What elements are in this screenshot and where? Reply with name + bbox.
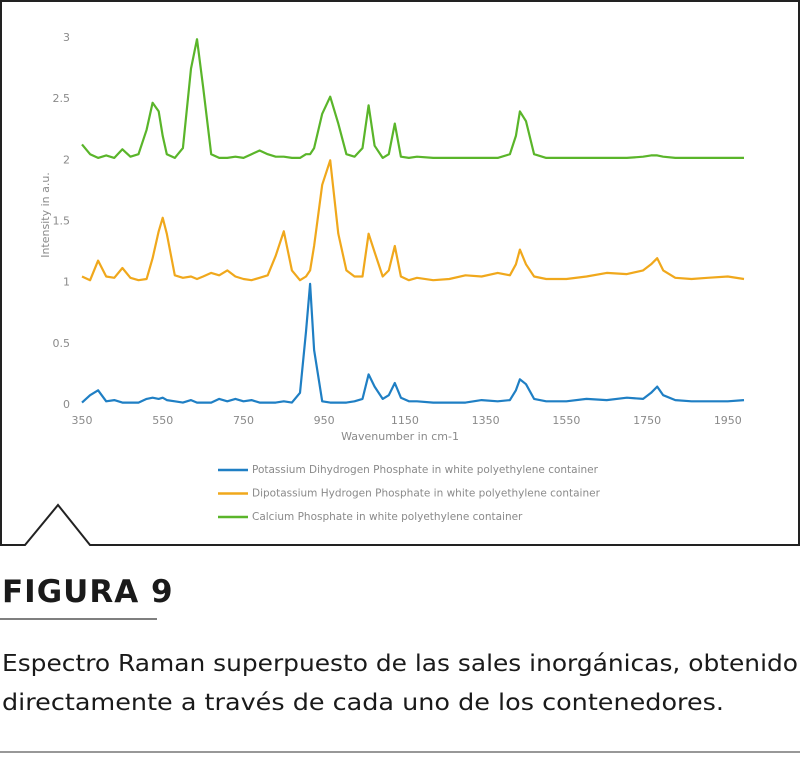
- y-tick-label: 1.5: [53, 215, 71, 228]
- series-line: [81, 282, 745, 404]
- caption-line: Espectro Raman superpuesto de las sales …: [2, 651, 798, 677]
- y-tick-label: 2: [63, 153, 70, 166]
- series-line: [81, 38, 744, 159]
- x-tick-label: 350: [72, 414, 93, 427]
- x-tick-label: 950: [314, 414, 335, 427]
- figure-label: FIGURA 9: [2, 574, 174, 610]
- y-axis-label: Intensity in a.u.: [39, 172, 52, 258]
- x-tick-label: 1150: [391, 414, 419, 427]
- legend-label: Calcium Phosphate in white polyethylene …: [252, 511, 523, 523]
- x-tick-label: 1550: [552, 414, 580, 427]
- x-axis-label: Wavenumber in cm-1: [341, 430, 459, 443]
- y-tick-label: 2.5: [53, 92, 71, 105]
- y-tick-label: 1: [63, 276, 70, 289]
- legend-label: Potassium Dihydrogen Phosphate in white …: [252, 464, 599, 476]
- x-tick-label: 750: [233, 414, 254, 427]
- x-tick-label: 1950: [714, 414, 742, 427]
- y-tick-label: 0: [63, 398, 70, 411]
- x-tick-label: 1750: [633, 414, 661, 427]
- caption-line: directamente a través de cada uno de los…: [2, 690, 724, 716]
- x-tick-label: 550: [152, 414, 173, 427]
- y-tick-label: 0.5: [53, 337, 71, 350]
- x-tick-label: 1350: [472, 414, 500, 427]
- series-line: [81, 159, 745, 282]
- legend-label: Dipotassium Hydrogen Phosphate in white …: [252, 488, 601, 500]
- y-tick-label: 3: [63, 31, 70, 44]
